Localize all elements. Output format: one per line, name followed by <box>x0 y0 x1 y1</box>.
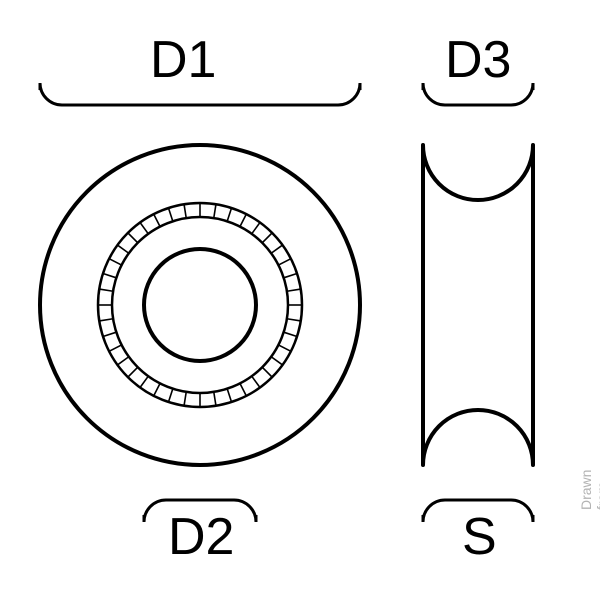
diagram-stage: D1 D2 D3 S Drawn from DWH Osculati Srl <box>0 0 600 600</box>
label-d3: D3 <box>445 30 511 90</box>
label-d2: D2 <box>168 507 234 567</box>
watermark-text: Drawn from DWH Osculati Srl <box>578 459 600 510</box>
label-d1: D1 <box>150 30 216 90</box>
label-s: S <box>462 507 497 567</box>
dimension-lines <box>0 0 600 600</box>
